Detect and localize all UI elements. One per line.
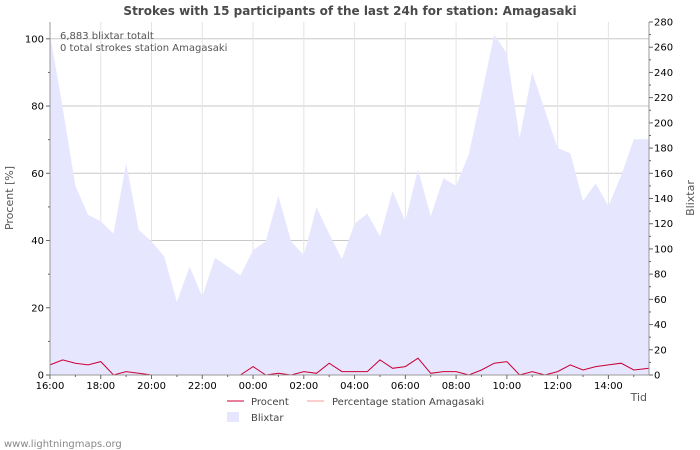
x-tick-label: 08:00 <box>442 381 471 392</box>
right-tick-label: 100 <box>654 244 673 255</box>
right-tick-label: 200 <box>654 118 673 129</box>
x-tick-label: 18:00 <box>86 381 115 392</box>
right-tick-label: 260 <box>654 43 673 54</box>
blixtar-area-layer <box>50 34 649 375</box>
right-tick-label: 180 <box>654 144 673 155</box>
left-tick-label: 60 <box>31 169 44 180</box>
left-axis-ticks: 0 20 40 60 80 100 <box>25 34 50 382</box>
left-tick-label: 100 <box>25 34 44 45</box>
legend: Procent Percentage station Amagasaki Bli… <box>227 397 484 424</box>
legend-label-station: Percentage station Amagasaki <box>332 397 484 408</box>
annotation-station-strokes: 0 total strokes station Amagasaki <box>60 43 227 54</box>
left-tick-label: 20 <box>31 303 44 314</box>
left-tick-label: 40 <box>31 236 44 247</box>
x-axis-label: Tid <box>630 391 647 404</box>
right-tick-label: 0 <box>654 371 660 382</box>
x-tick-label: 10:00 <box>492 381 521 392</box>
site-credit: www.lightningmaps.org <box>4 439 122 450</box>
legend-swatch-blixtar <box>227 412 239 422</box>
right-axis-ticks: 0 20 40 60 80 100 120 140 160 180 200 220 240 260 280 <box>649 18 673 382</box>
right-tick-label: 40 <box>654 320 667 331</box>
chart-title: Strokes with 15 participants of the last… <box>123 4 576 18</box>
right-tick-label: 60 <box>654 295 667 306</box>
x-tick-label: 22:00 <box>188 381 217 392</box>
right-axis-label: Blixtar <box>684 180 697 216</box>
right-tick-label: 280 <box>654 18 673 29</box>
x-tick-label: 12:00 <box>543 381 572 392</box>
right-tick-label: 220 <box>654 93 673 104</box>
left-tick-label: 80 <box>31 102 44 113</box>
x-tick-label: 00:00 <box>239 381 268 392</box>
annotation-total-strokes: 6,883 blixtar totalt <box>60 31 154 42</box>
right-tick-label: 160 <box>654 169 673 180</box>
x-tick-label: 14:00 <box>594 381 623 392</box>
right-tick-label: 140 <box>654 194 673 205</box>
x-tick-label: 20:00 <box>137 381 166 392</box>
blixtar-area <box>50 34 649 375</box>
right-tick-label: 20 <box>654 345 667 356</box>
legend-label-blixtar: Blixtar <box>251 413 284 424</box>
x-tick-label: 04:00 <box>340 381 369 392</box>
legend-label-procent: Procent <box>251 397 289 408</box>
x-tick-label: 16:00 <box>36 381 65 392</box>
left-axis-label: Procent [%] <box>3 166 16 230</box>
right-tick-label: 240 <box>654 68 673 79</box>
right-tick-label: 120 <box>654 219 673 230</box>
x-tick-label: 06:00 <box>391 381 420 392</box>
x-axis-ticks: 16:00 18:00 20:00 22:00 00:00 02:00 04:00 06:00… <box>36 375 635 392</box>
left-tick-label: 0 <box>38 371 44 382</box>
right-tick-label: 80 <box>654 270 667 281</box>
x-tick-label: 02:00 <box>289 381 318 392</box>
